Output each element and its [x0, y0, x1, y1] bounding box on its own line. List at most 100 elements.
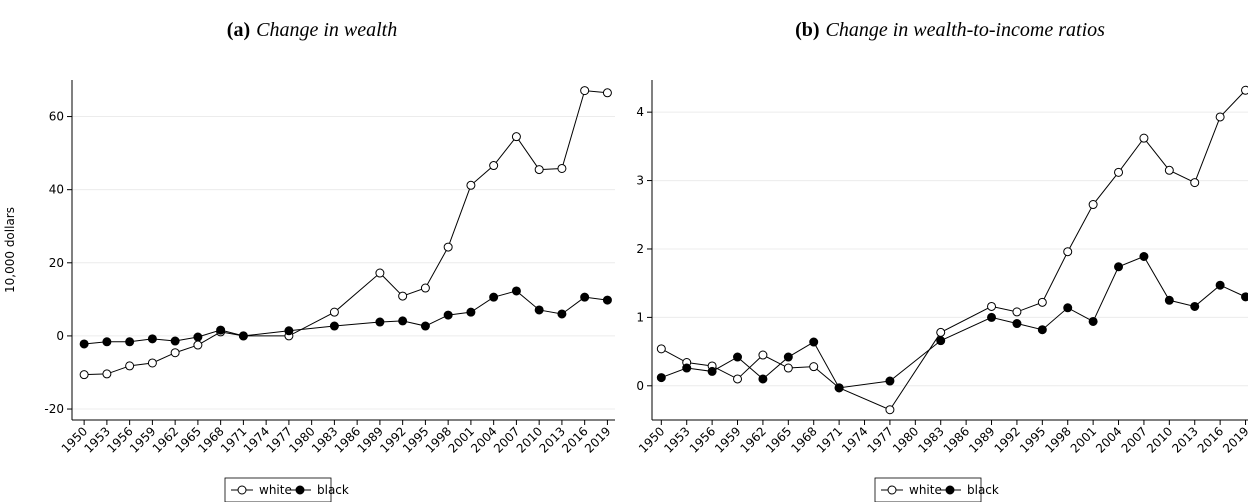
point	[936, 336, 946, 346]
x-tick-label: 1968	[788, 424, 819, 455]
point	[557, 309, 567, 319]
series-line	[84, 90, 608, 376]
point	[284, 326, 294, 336]
point	[466, 180, 476, 190]
x-tick-label: 1959	[712, 424, 743, 455]
point	[79, 339, 89, 349]
point	[420, 283, 430, 293]
x-tick-label: 2019	[582, 424, 613, 455]
x-tick-label: 1980	[890, 424, 921, 455]
point	[1114, 262, 1124, 272]
y-tick-label: 0	[636, 379, 644, 393]
y-tick-label: 3	[636, 174, 644, 188]
point	[1164, 295, 1174, 305]
point	[329, 307, 339, 317]
point	[783, 352, 793, 362]
point	[534, 305, 544, 315]
point	[733, 374, 743, 384]
point	[375, 317, 385, 327]
point	[79, 370, 89, 380]
panel: (a) Change in wealth 10,000 dollars -20 0 20 4…	[3, 19, 615, 502]
panel-label: (a)	[227, 19, 250, 41]
chart-title: (a) Change in wealth	[227, 19, 397, 41]
point	[398, 291, 408, 301]
point	[1063, 303, 1073, 313]
x-tick-label: 1983	[915, 424, 946, 455]
point	[1190, 178, 1200, 188]
point	[987, 312, 997, 322]
title-text: Change in wealth-to-income ratios	[826, 19, 1106, 41]
point	[758, 350, 768, 360]
series-line	[661, 89, 1246, 411]
point	[1012, 307, 1022, 317]
point	[885, 376, 895, 386]
y-tick-label: -20	[44, 402, 64, 416]
x-tick-label: 2010	[1144, 424, 1175, 455]
point	[1215, 280, 1225, 290]
point	[758, 374, 768, 384]
point	[443, 310, 453, 320]
x-tick-label: 2004	[1093, 424, 1124, 455]
point	[580, 86, 590, 96]
point	[602, 88, 612, 98]
point	[707, 366, 717, 376]
x-tick-label: 2013	[1169, 424, 1200, 455]
point	[102, 337, 112, 347]
point	[682, 363, 692, 373]
point	[443, 242, 453, 252]
legend-marker	[237, 485, 247, 495]
point	[733, 352, 743, 362]
point	[602, 295, 612, 305]
y-tick-label: 20	[49, 256, 64, 270]
point	[557, 163, 567, 173]
x-tick-label: 1953	[661, 424, 692, 455]
point	[193, 332, 203, 342]
point	[885, 405, 895, 415]
point	[216, 325, 226, 335]
x-tick-label: 1956	[687, 424, 718, 455]
point	[375, 268, 385, 278]
point	[489, 161, 499, 171]
point	[1241, 292, 1248, 302]
point	[193, 340, 203, 350]
point	[420, 321, 430, 331]
point	[1012, 319, 1022, 329]
point	[1139, 133, 1149, 143]
y-tick-label: 2	[636, 242, 644, 256]
point	[102, 369, 112, 379]
point	[125, 337, 135, 347]
y-tick-label: 40	[49, 183, 64, 197]
point	[1190, 301, 1200, 311]
y-tick-label: 0	[56, 329, 64, 343]
point	[398, 316, 408, 326]
point	[1215, 112, 1225, 122]
point	[1114, 167, 1124, 177]
x-tick-label: 1998	[1042, 424, 1073, 455]
y-tick-label: 1	[636, 310, 644, 324]
y-tick-label: 4	[636, 105, 644, 119]
point	[936, 327, 946, 337]
point	[1037, 297, 1047, 307]
point	[1139, 251, 1149, 261]
point	[1088, 316, 1098, 326]
point	[511, 132, 521, 142]
point	[329, 321, 339, 331]
point	[1088, 200, 1098, 210]
x-tick-label: 1974	[839, 424, 870, 455]
point	[580, 292, 590, 302]
legend-box	[874, 477, 982, 502]
point	[466, 307, 476, 317]
x-tick-label: 1965	[763, 424, 794, 455]
point	[125, 361, 135, 371]
legend-marker	[295, 485, 305, 495]
point	[238, 331, 248, 341]
legend-label: white	[909, 483, 942, 497]
point	[1164, 165, 1174, 175]
legend-label: black	[317, 483, 349, 497]
point	[656, 344, 666, 354]
x-tick-label: 1995	[1017, 424, 1048, 455]
x-tick-label: 2007	[1119, 424, 1150, 455]
point	[534, 165, 544, 175]
point	[511, 286, 521, 296]
